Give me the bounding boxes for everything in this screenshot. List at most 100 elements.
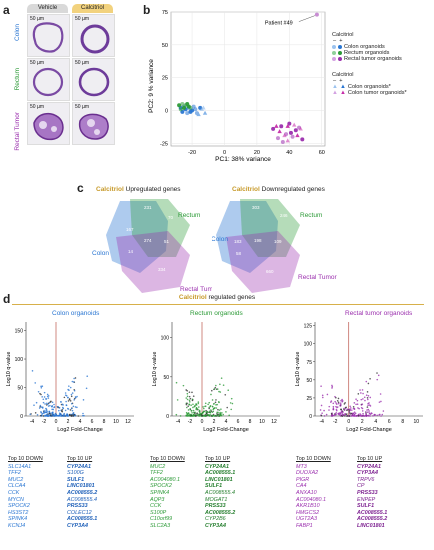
volcano-point [337, 401, 340, 404]
volcano-point [49, 401, 52, 403]
volcano-point [204, 405, 207, 407]
volcano-point [350, 412, 352, 415]
volcano-point [330, 401, 332, 403]
gene-name: SLC2A3 [150, 522, 171, 529]
volcano-point [40, 386, 43, 389]
volcano-point [350, 409, 353, 411]
volcano-point [46, 402, 48, 405]
volcano-point [222, 384, 225, 386]
volcano-point [71, 392, 74, 394]
volcano-point [176, 399, 179, 401]
gene-name: SPOCK2 [150, 483, 172, 490]
gene-name: CYP3A4 [357, 470, 378, 477]
volcano-point [34, 382, 37, 384]
volcano-ytick: 50 [306, 378, 312, 384]
volcano-xtick: -4 [320, 419, 325, 425]
volcano-point [355, 415, 358, 417]
volcano-point [342, 411, 344, 413]
volcano-point [72, 381, 75, 383]
volcano-point [365, 394, 368, 396]
volcano-colon: 150 100 50 0 -4 -2 0 2 4 6 8 10 12 Log10 q-value Log2 … [6, 322, 134, 433]
volcano-point [69, 414, 71, 417]
volcano-point [362, 398, 364, 400]
volcano-point [361, 410, 364, 412]
volcano-point [192, 406, 194, 409]
header-rule [12, 304, 424, 305]
volcano-point [362, 415, 365, 417]
volcano-point [62, 407, 65, 410]
scale-bar-label: 50 µm [30, 16, 44, 22]
volcano-point [186, 390, 189, 392]
volcano-point [380, 400, 382, 403]
gene-name: AC008555.2 [357, 516, 388, 523]
volcano-point [46, 412, 49, 414]
volcano-point [186, 398, 189, 401]
volcano-ytick: 100 [161, 336, 170, 342]
volcano-point [188, 414, 190, 417]
volcano-point [57, 414, 59, 417]
volcano-point [368, 404, 371, 406]
panel-d-label: d [3, 292, 11, 306]
volcano-point [328, 409, 330, 411]
volcano-point [341, 398, 343, 401]
volcano-point [365, 410, 367, 413]
volcano-point [211, 405, 214, 408]
volcano-xtick: 2 [361, 419, 364, 425]
volcano-point [60, 401, 62, 403]
gene-name: ANXA10 [296, 489, 317, 496]
pca-point [280, 140, 285, 145]
volcano-point [48, 412, 51, 414]
upregulated-label: Upregulated genes [123, 186, 181, 193]
volcano-point [356, 403, 359, 406]
micrograph-rectum-calcitriol: 50 µm [72, 58, 115, 101]
volcano-point [68, 398, 71, 401]
volcano-xtick: 4 [374, 419, 377, 425]
volcano-point [205, 412, 208, 415]
volcano-point [41, 396, 43, 398]
volcano-point [46, 395, 49, 398]
legend-title-1: Calcitriol [332, 32, 354, 38]
volcano-xlabel: Log2 Fold-Change [203, 427, 249, 433]
volcano-ytick: 25 [306, 396, 312, 402]
volcano-point [201, 413, 204, 415]
volcano-point [344, 407, 347, 410]
venn-set-rectum: Rectum [178, 212, 200, 219]
volcano-point [42, 401, 45, 404]
volcano-point [219, 411, 221, 414]
gene-name: PRSS33 [205, 503, 226, 510]
volcano-point [337, 397, 340, 400]
volcano-point [215, 399, 217, 401]
calcitriol-word: Calcitriol [96, 186, 124, 193]
gene-name: COLEC12 [67, 509, 92, 516]
tumor-down-list: Top 10 DOWN MT3 DUOXA2 PIGR CA4 ANXA10 AC00408… [296, 456, 331, 530]
volcano-xtick: -2 [333, 419, 338, 425]
volcano-point [72, 412, 75, 414]
pca-point [295, 133, 300, 138]
volcano-point [207, 411, 209, 413]
volcano-point [39, 414, 42, 417]
volcano-point [52, 413, 54, 416]
volcano-point [55, 414, 57, 416]
volcano-point [201, 411, 204, 414]
volcano-point [73, 377, 75, 380]
volcano-point [320, 414, 323, 417]
legend-colon-organoids: Colon organoids [344, 44, 385, 50]
volcano-point [335, 413, 337, 416]
pca-point [201, 105, 206, 110]
volcano-point [40, 393, 42, 396]
volcano-point [65, 395, 68, 397]
volcano-point [208, 407, 210, 410]
legend-title-2: Calcitriol [332, 72, 354, 78]
volcano-point [49, 404, 51, 407]
venn-down-title: Calcitriol Downregulated genes [232, 186, 325, 193]
legend-rectal-tumor-organoids: Rectal tumor organoids [344, 56, 402, 62]
volcano-point [43, 391, 46, 394]
volcano-title-colon: Colon organoids [52, 310, 100, 317]
volcano-point [369, 415, 371, 417]
volcano-point [65, 404, 68, 406]
calcitriol-word: Calcitriol [178, 294, 207, 301]
pca-point [188, 109, 193, 114]
volcano-point [210, 415, 213, 417]
venn-count-lower-left: 14 [128, 249, 134, 254]
gene-name: AKR1B10 [296, 503, 320, 510]
